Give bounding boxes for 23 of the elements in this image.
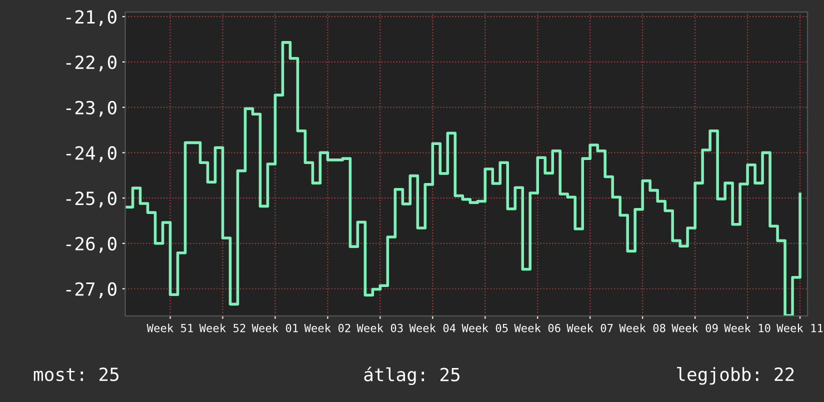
y-tick-label: -27,0 <box>66 282 116 298</box>
text: átlag: 25 <box>364 366 460 386</box>
text: most: 25 <box>34 368 118 382</box>
x-tick-label: Week 09 <box>672 324 718 332</box>
y-tick-label: -22,0 <box>66 55 116 72</box>
y-tick-label: -25,0 <box>66 192 116 208</box>
x-tick-label: Week 04 <box>409 324 456 332</box>
x-tick-label: Week 03 <box>356 324 403 332</box>
y-tick-label: -24,0 <box>66 146 116 162</box>
x-tick-label: Week 02 <box>304 324 350 332</box>
x-tick-label: Week 08 <box>619 324 666 332</box>
y-tick-label: -21,0 <box>66 10 116 26</box>
text: legjobb: 22 <box>677 367 794 385</box>
x-tick-label: Week 52 <box>199 324 246 332</box>
x-tick-label: Week 51 <box>146 324 193 332</box>
y-tick-label: -26,0 <box>66 236 116 253</box>
x-tick-label: Week 07 <box>566 324 613 332</box>
x-tick-label: Week 06 <box>514 324 560 332</box>
x-tick-label: Week 11 <box>776 324 823 332</box>
x-tick-label: Week 10 <box>724 324 770 332</box>
x-tick-label: Week 05 <box>462 324 508 332</box>
x-tick-label: Week 01 <box>252 324 298 332</box>
y-tick-label: -23,0 <box>66 100 116 117</box>
